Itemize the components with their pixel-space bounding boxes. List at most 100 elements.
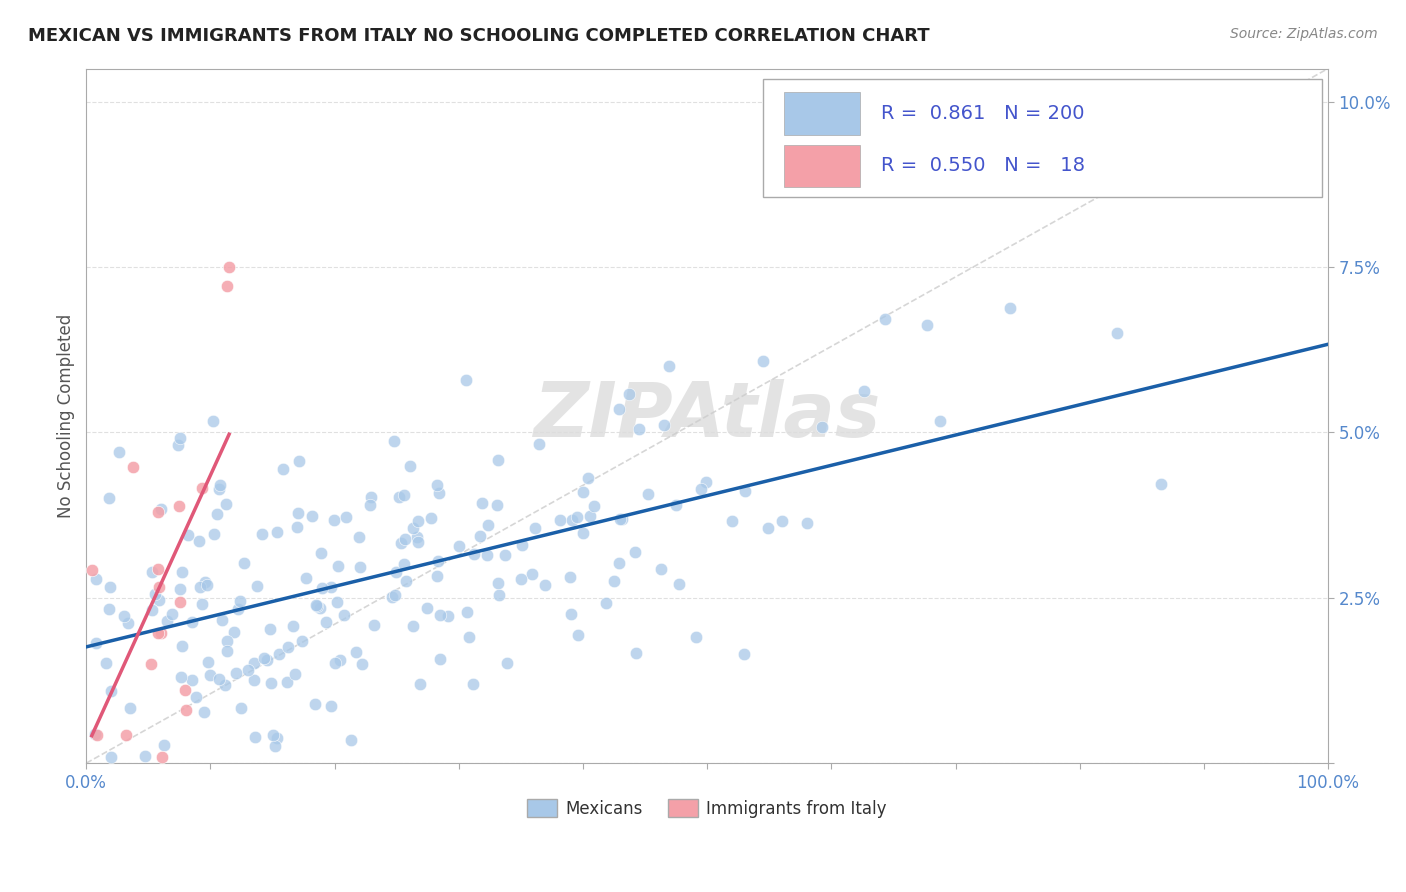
Point	[308, 600, 330, 615]
Point	[339, 732, 361, 747]
Point	[236, 663, 259, 677]
Point	[409, 677, 432, 691]
Point	[665, 499, 688, 513]
Point	[695, 475, 717, 489]
Point	[256, 652, 278, 666]
Point	[86, 636, 108, 650]
FancyBboxPatch shape	[763, 78, 1322, 197]
Point	[496, 657, 519, 671]
Point	[319, 580, 342, 594]
Point	[333, 607, 356, 622]
Point	[276, 674, 298, 689]
Point	[335, 509, 357, 524]
Point	[264, 739, 287, 753]
Point	[321, 698, 343, 713]
Point	[853, 384, 876, 399]
Point	[311, 581, 333, 595]
Point	[259, 622, 281, 636]
Point	[188, 580, 211, 594]
Point	[565, 510, 588, 524]
Point	[162, 607, 184, 622]
Point	[572, 485, 595, 500]
Point	[200, 668, 222, 682]
Point	[281, 619, 304, 633]
Point	[360, 490, 382, 504]
FancyBboxPatch shape	[785, 93, 860, 135]
Point	[170, 566, 193, 580]
Point	[408, 514, 430, 528]
Point	[624, 646, 647, 660]
Point	[307, 599, 329, 613]
Point	[426, 569, 449, 583]
Point	[156, 614, 179, 628]
Point	[406, 529, 429, 543]
Point	[685, 630, 707, 644]
Point	[522, 566, 544, 581]
Point	[287, 506, 309, 520]
Point	[176, 528, 198, 542]
Point	[169, 582, 191, 596]
Point	[190, 481, 212, 495]
Point	[225, 665, 247, 680]
Point	[560, 607, 582, 622]
Point	[172, 639, 194, 653]
Point	[510, 572, 533, 586]
Point	[115, 727, 138, 741]
Point	[917, 318, 939, 332]
Point	[548, 513, 571, 527]
Point	[350, 657, 373, 671]
Point	[420, 511, 443, 525]
Point	[288, 453, 311, 467]
Point	[426, 477, 449, 491]
Point	[108, 445, 131, 459]
Point	[328, 559, 350, 574]
Point	[468, 529, 491, 543]
Point	[475, 548, 498, 562]
Point	[149, 626, 172, 640]
Point	[486, 498, 509, 512]
Point	[363, 618, 385, 632]
Point	[447, 539, 470, 553]
Point	[169, 595, 191, 609]
Point	[86, 728, 108, 742]
Point	[260, 676, 283, 690]
Point	[122, 459, 145, 474]
Point	[582, 499, 605, 513]
Text: R =  0.861   N = 200: R = 0.861 N = 200	[882, 104, 1084, 123]
Point	[215, 497, 238, 511]
Point	[752, 353, 775, 368]
Point	[461, 677, 484, 691]
Point	[810, 420, 832, 434]
Point	[208, 672, 231, 686]
Text: ZIPAtlas: ZIPAtlas	[533, 379, 882, 453]
Point	[426, 553, 449, 567]
Point	[603, 574, 626, 588]
Point	[167, 499, 190, 513]
Point	[576, 471, 599, 485]
Point	[112, 609, 135, 624]
Point	[84, 573, 107, 587]
Point	[141, 565, 163, 579]
Text: R =  0.550   N =   18: R = 0.550 N = 18	[882, 156, 1085, 175]
Point	[406, 534, 429, 549]
Point	[193, 705, 215, 719]
Point	[561, 513, 583, 527]
Point	[609, 402, 631, 417]
Point	[359, 498, 381, 512]
Legend: Mexicans, Immigrants from Italy: Mexicans, Immigrants from Italy	[520, 793, 894, 824]
Point	[770, 514, 793, 528]
Point	[228, 601, 250, 615]
Point	[928, 414, 950, 428]
Point	[301, 509, 323, 524]
Point	[875, 311, 897, 326]
Point	[344, 645, 367, 659]
Point	[146, 625, 169, 640]
Point	[494, 548, 516, 562]
Point	[117, 615, 139, 630]
Point	[215, 644, 238, 658]
Point	[477, 518, 499, 533]
Point	[246, 579, 269, 593]
Point	[184, 690, 207, 704]
Point	[194, 575, 217, 590]
Point	[579, 509, 602, 524]
